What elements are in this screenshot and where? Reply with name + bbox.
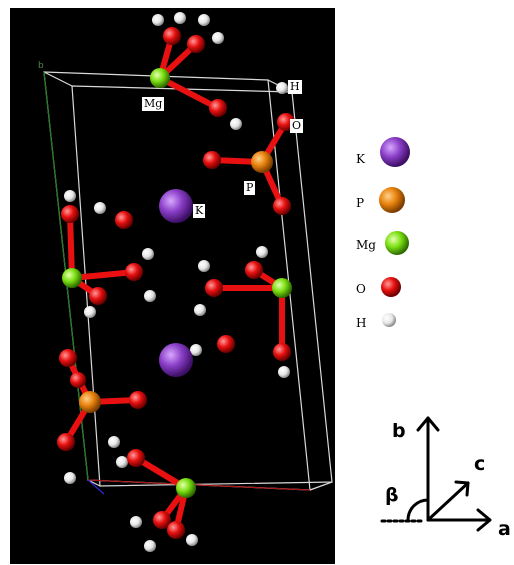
axis-label-c: c <box>474 453 486 475</box>
magnesium-atoms <box>62 68 292 498</box>
atom-label-k: K <box>193 204 206 218</box>
axis-label-b: b <box>392 420 406 442</box>
legend-sphere-h <box>382 313 396 327</box>
cell-origin-letter: b <box>38 61 44 71</box>
atom-label-o: O <box>290 119 304 133</box>
axis-label-beta: β <box>385 484 399 506</box>
axes-diagram <box>380 416 492 532</box>
legend-label-h: H <box>356 316 367 330</box>
legend-sphere-mg <box>385 231 409 255</box>
legend-label-o: O <box>356 282 366 296</box>
atom-label-mg: Mg <box>142 97 165 111</box>
legend-sphere-p <box>379 187 405 213</box>
legend-label-p: P <box>356 196 365 210</box>
atom-label-h: H <box>288 80 302 94</box>
potassium-atoms <box>159 189 193 377</box>
axis-label-a: a <box>498 518 511 540</box>
phosphorus-atoms <box>79 151 273 413</box>
oxygen-atoms <box>57 27 295 539</box>
legend-label-mg: Mg <box>356 238 376 252</box>
atom-label-p: P <box>244 181 256 195</box>
hydrogen-atoms <box>64 12 290 552</box>
legend-sphere-o <box>381 277 401 297</box>
legend-label-k: K <box>356 152 365 166</box>
legend-sphere-k <box>380 137 410 167</box>
